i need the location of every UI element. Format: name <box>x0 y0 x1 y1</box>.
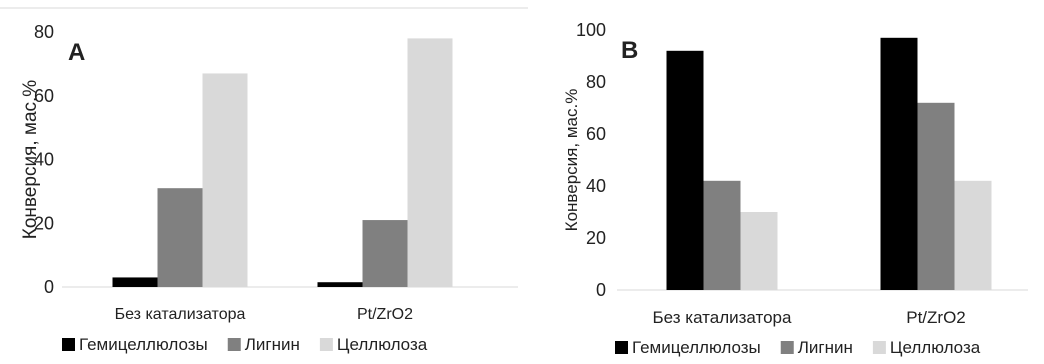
x-category-label: Без катализатора <box>653 308 792 327</box>
legend-label: Гемицеллюлозы <box>632 338 761 357</box>
bar <box>202 73 248 287</box>
y-tick-label: 20 <box>34 213 54 233</box>
legend-swatch <box>615 341 628 354</box>
y-tick-label: 0 <box>44 277 54 297</box>
legend-label: Лигнин <box>245 335 300 354</box>
bar <box>157 188 203 287</box>
legend-swatch <box>780 341 794 354</box>
bar <box>917 102 955 290</box>
y-tick-label: 40 <box>586 176 606 196</box>
chart-svg: 0 20 40 60 80 Без катализатора Pt/ZrO2 Конверси… <box>0 7 528 354</box>
bar <box>407 38 453 287</box>
legend-swatch <box>319 338 333 351</box>
legend-label: Целлюлоза <box>890 338 981 357</box>
bar <box>362 220 408 287</box>
y-tick-label: 60 <box>586 124 606 144</box>
panel-label: B <box>621 37 638 64</box>
chart-panel-b: 0 20 40 60 80 100 Без катализатора Pt/ZrO2 Конве… <box>560 0 1044 359</box>
y-tick-label: 80 <box>586 72 606 92</box>
x-category-label: Pt/ZrO2 <box>357 306 413 323</box>
chart-svg: 0 20 40 60 80 100 Без катализатора Pt/ZrO2 Конве… <box>562 20 1028 357</box>
legend-label: Лигнин <box>798 338 853 357</box>
chart-panel-a: 0 20 40 60 80 Без катализатора Pt/ZrO2 Конверси… <box>0 7 528 354</box>
y-tick-label: 20 <box>586 228 606 248</box>
x-category-label: Pt/ZrO2 <box>906 308 966 327</box>
bar <box>666 50 704 290</box>
y-axis-label: Конверсия, мас.% <box>562 89 581 232</box>
x-category-label: Без катализатора <box>115 306 246 323</box>
legend-swatch <box>872 341 886 354</box>
bar <box>703 180 741 290</box>
y-tick-label: 80 <box>34 22 54 42</box>
y-axis-label: Конверсия, мас.% <box>20 80 41 240</box>
bar <box>317 282 363 287</box>
bar <box>954 180 992 290</box>
bar <box>740 212 778 290</box>
legend-swatch <box>227 338 241 351</box>
y-tick-label: 0 <box>596 280 606 300</box>
y-tick-label: 60 <box>34 86 54 106</box>
legend-swatch <box>62 338 75 351</box>
y-tick-label: 100 <box>576 20 606 40</box>
y-tick-label: 40 <box>34 150 54 170</box>
legend-label: Целлюлоза <box>337 335 428 354</box>
legend-label: Гемицеллюлозы <box>79 335 208 354</box>
panel-label: A <box>68 39 85 66</box>
bar <box>112 277 158 287</box>
bar <box>880 37 918 290</box>
